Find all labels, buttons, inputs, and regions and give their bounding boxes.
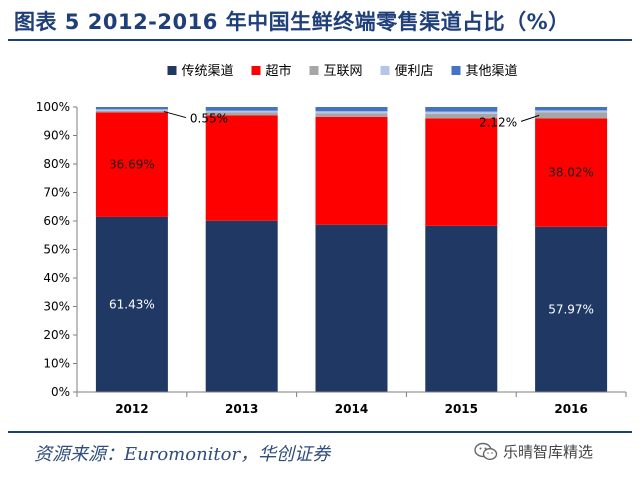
bar-segment <box>315 116 388 225</box>
bar-segment <box>205 112 278 116</box>
x-axis: 2012 2013 2014 2015 2016 <box>76 391 627 416</box>
bar-segment <box>425 107 498 112</box>
bar-segment <box>535 110 608 113</box>
callout-line <box>163 111 187 119</box>
data-label: 0.55% <box>190 112 228 126</box>
x-tick-label: 2015 <box>445 402 478 416</box>
bar-segment <box>315 107 388 112</box>
bar-segment <box>535 118 608 227</box>
legend-label: 传统渠道 <box>182 64 234 79</box>
bar-segment <box>535 112 608 119</box>
y-tick-label: 90% <box>43 129 70 143</box>
x-tick-label: 2012 <box>115 402 148 416</box>
bar-segment <box>425 113 498 119</box>
bar-segment <box>95 110 168 113</box>
legend-label: 超市 <box>266 63 292 79</box>
y-tick-label: 40% <box>43 271 70 285</box>
bar-segment <box>205 220 278 392</box>
legend-label: 便利店 <box>395 64 434 79</box>
data-label: 36.69% <box>109 158 155 172</box>
bar-segment <box>535 226 608 392</box>
y-tick-label: 50% <box>43 243 70 257</box>
data-labels: 61.43% 36.69% 0.55% 57.97% 38.02% 2.12% <box>109 111 594 316</box>
bar-segment <box>425 225 498 392</box>
stacked-bar-chart: 传统渠道 超市 互联网 便利店 其他渠道 0% 10% 20% 30% 40% 50% 60% 70%… <box>36 63 627 416</box>
y-tick-label: 100% <box>36 100 70 114</box>
bar-segment <box>95 112 168 217</box>
y-axis: 0% 10% 20% 30% 40% 50% 60% 70% 80% 90% 100% <box>36 100 78 399</box>
y-tick-label: 10% <box>43 357 70 371</box>
watermark-text: 乐晴智库精选 <box>503 443 594 461</box>
bar-segment <box>205 107 278 111</box>
data-label: 2.12% <box>479 115 517 129</box>
bar-segment <box>425 118 498 226</box>
bar-segment <box>205 115 278 221</box>
bars-group <box>95 107 608 392</box>
bar-segment <box>535 107 608 111</box>
bar-segment <box>315 113 388 117</box>
bar-segment <box>95 216 168 392</box>
data-label: 38.02% <box>548 166 594 180</box>
legend-swatch <box>167 66 177 75</box>
y-tick-label: 80% <box>43 157 70 171</box>
x-tick-label: 2013 <box>225 402 258 416</box>
legend-label: 互联网 <box>324 64 363 79</box>
title-divider <box>8 39 632 41</box>
legend-label: 其他渠道 <box>466 64 518 79</box>
bar-segment <box>95 109 168 111</box>
wechat-icon <box>474 442 498 460</box>
watermark: 乐晴智库精选 <box>474 441 593 462</box>
callout-line <box>520 114 540 122</box>
y-tick-label: 0% <box>51 385 70 399</box>
source-note: 资源来源：Euromonitor，华创证券 <box>34 444 331 465</box>
bar-segment <box>205 110 278 113</box>
x-tick-label: 2014 <box>335 402 368 416</box>
legend-swatch <box>251 66 261 75</box>
bar-segment <box>315 224 388 392</box>
chart-legend: 传统渠道 超市 互联网 便利店 其他渠道 <box>167 63 518 79</box>
legend-swatch <box>309 66 319 75</box>
y-tick-label: 60% <box>43 214 70 228</box>
data-label: 57.97% <box>548 302 594 316</box>
x-tick-label: 2016 <box>554 402 587 416</box>
data-label: 61.43% <box>109 297 155 311</box>
y-tick-label: 30% <box>43 300 70 314</box>
chart-title: 图表 5 2012-2016 年中国生鲜终端零售渠道占比（%） <box>14 10 570 34</box>
footer-divider <box>8 431 632 433</box>
bar-segment <box>95 107 168 110</box>
bar-segment <box>315 111 388 114</box>
y-tick-label: 70% <box>43 186 70 200</box>
legend-swatch <box>380 66 390 75</box>
y-tick-label: 20% <box>43 328 70 342</box>
legend-swatch <box>451 66 461 75</box>
bar-segment <box>425 111 498 114</box>
